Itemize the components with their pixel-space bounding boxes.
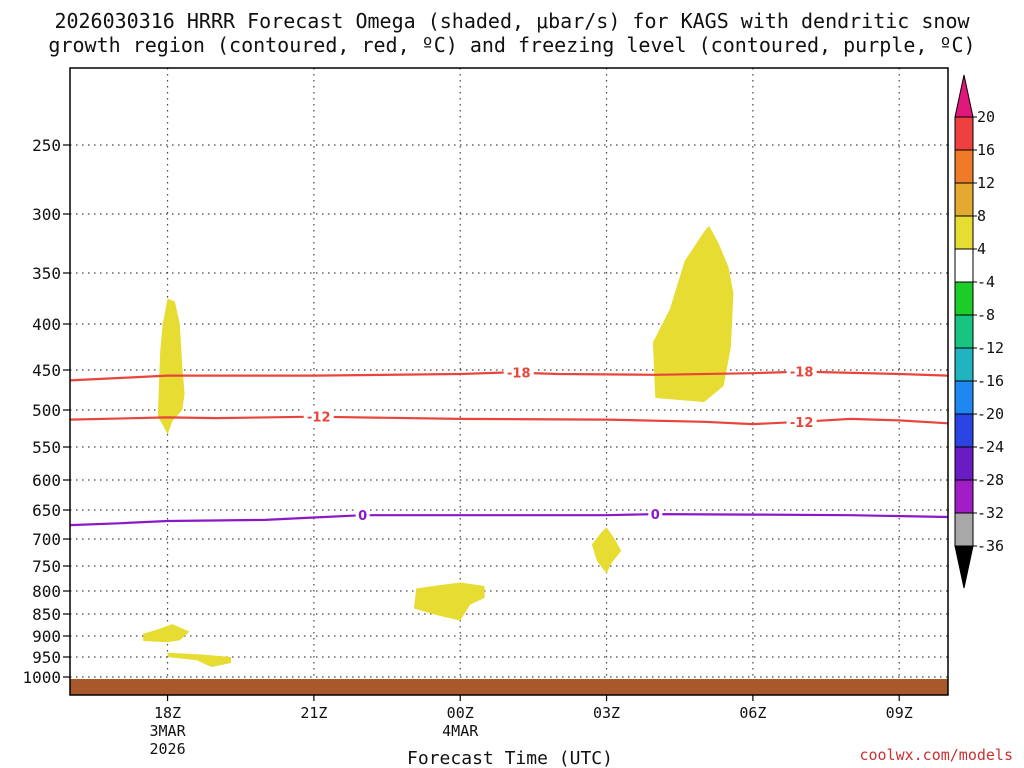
y-tick-label-350: 350 [32,264,61,283]
y-tick-label-250: 250 [32,136,61,155]
x-tick-label-18Z: 18Z [154,704,181,722]
x-tick-date-00Z: 4MAR [442,722,479,740]
y-tick-label-550: 550 [32,438,61,457]
y-tick-label-650: 650 [32,501,61,520]
omega-region-2 [652,225,734,402]
contour-minus-18-label-bg-1 [786,363,817,380]
colorbar-label--36: -36 [977,537,1004,555]
omega-region-1 [157,298,185,435]
y-tick-label-300: 300 [32,205,61,224]
y-tick-label-950: 950 [32,648,61,667]
contour-zero-freezing-label-bg-1 [648,506,663,523]
contour-zero-freezing-line [69,512,949,527]
axes: 250 300 350 400 450 500 550 600 650 700 750 800 850 9… [22,67,949,758]
contour-minus-18-label-1: -18 [790,366,814,381]
x-tick-label-09Z: 09Z [886,704,913,722]
colorbar-segment--24-to--20 [954,413,974,448]
colorbar-top-arrow [954,74,974,118]
contour-zero-freezing-label-bg-0 [355,507,370,524]
colorbar-segment--36-to--32 [954,512,974,547]
colorbar-label--20: -20 [977,405,1004,423]
y-tick-label-450: 450 [32,361,61,380]
contour-minus-12-label-0: -12 [307,411,331,426]
x-axis-label: Forecast Time (UTC) [407,748,613,768]
contour-zero-freezing-label-0: 0 [358,509,367,524]
x-tick-label-06Z: 06Z [739,704,766,722]
contour-minus-18-label-bg-0 [503,364,534,381]
colorbar-segment--16-to--12 [954,347,974,382]
colorbar-label--4: -4 [977,273,995,291]
colorbar-label--32: -32 [977,504,1004,522]
x-tick-date-18Z: 3MAR [149,722,186,740]
colorbar-label--12: -12 [977,339,1004,357]
colorbar-segment-12-to-16 [954,149,974,184]
y-tick-label-800: 800 [32,582,61,601]
omega-region-6 [167,652,231,667]
plot-frame [69,67,949,696]
contour-minus-12-line [69,415,949,426]
y-tick-label-900: 900 [32,627,61,646]
y-tick-label-850: 850 [32,605,61,624]
x-tick-label-21Z: 21Z [300,704,327,722]
colorbar-label-20: 20 [977,108,995,126]
omega-region-5 [143,624,190,643]
omega-region-3 [591,527,622,574]
surface-ground [70,679,948,695]
contour-minus-12-label-bg-0 [303,408,334,425]
colorbar-segment-8-to-12 [954,182,974,217]
colorbar-label-16: 16 [977,141,995,159]
colorbar-label--28: -28 [977,471,1004,489]
colorbar: 20 16 12 8 4 -4 -8 -12 -16 -20 -24 -28 -32 -36 [954,74,1004,589]
colorbar-segment--28-to--24 [954,446,974,481]
colorbar-segment-4-to-8 [954,215,974,250]
colorbar-label-12: 12 [977,174,995,192]
contour-zero-freezing-label-1: 0 [651,508,660,523]
colorbar-segment-16-to-20 [954,116,974,151]
colorbar-label-8: 8 [977,207,986,225]
chart-title-line2: growth region (contoured, red, ºC) and f… [48,33,975,57]
y-tick-label-500: 500 [32,401,61,420]
y-tick-label-400: 400 [32,315,61,334]
plot-area: -18 -18 -12 -12 0 0 [69,68,949,695]
contour-minus-12-label-bg-1 [786,413,817,430]
colorbar-bottom-arrow [954,545,974,589]
colorbar-segment--4-to-4 [954,248,974,283]
x-tick-label-00Z: 00Z [447,704,474,722]
x-tick-label-03Z: 03Z [593,704,620,722]
x-tick-year-18Z: 2026 [149,740,185,758]
y-tick-label-600: 600 [32,471,61,490]
contour-minus-12-label-1: -12 [790,416,814,431]
y-tick-label-700: 700 [32,530,61,549]
colorbar-label--24: -24 [977,438,1004,456]
colorbar-label--8: -8 [977,306,995,324]
contour-minus-18-label-0: -18 [507,367,531,382]
colorbar-label-4: 4 [977,240,986,258]
y-tick-label-750: 750 [32,557,61,576]
colorbar-segment--12-to--8 [954,314,974,349]
colorbar-label--16: -16 [977,372,1004,390]
omega-region-4 [413,582,485,621]
chart-title-line1: 2026030316 HRRR Forecast Omega (shaded, … [54,9,970,33]
y-tick-label-1000: 1000 [22,668,61,687]
colorbar-segment--32-to--28 [954,479,974,514]
colorbar-segment--8-to--4 [954,281,974,316]
credit-text: coolwx.com/models [859,746,1013,764]
colorbar-segment--20-to--16 [954,380,974,415]
